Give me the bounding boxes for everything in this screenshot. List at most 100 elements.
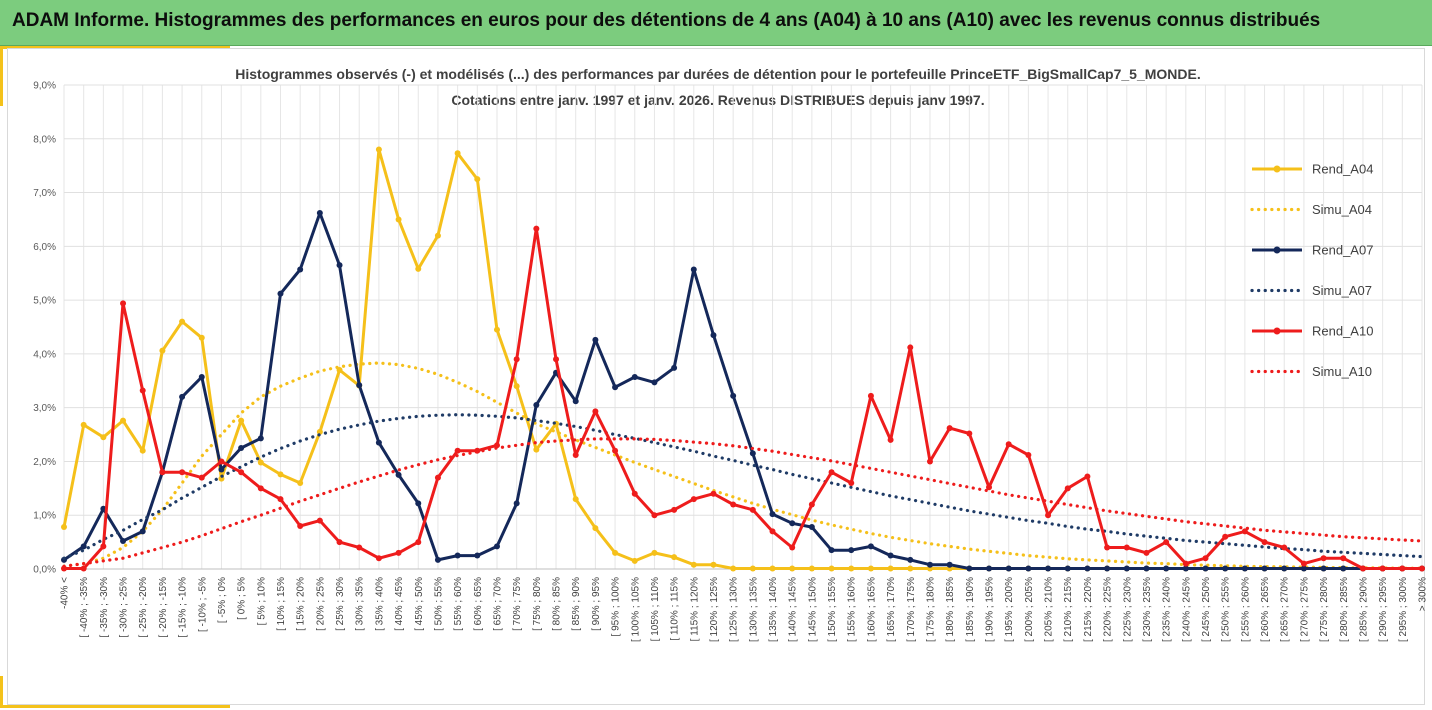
x-tick-label: [ 130% ; 135% bbox=[748, 577, 759, 642]
data-point-rend-a10 bbox=[218, 458, 225, 465]
data-point-rend-a10 bbox=[946, 425, 953, 432]
x-tick-label: [ -20% ; -15% bbox=[158, 577, 169, 638]
data-point-rend-a07 bbox=[828, 547, 835, 554]
x-tick-label: [ 185% ; 190% bbox=[965, 577, 976, 642]
x-tick-label: [ 175% ; 180% bbox=[925, 577, 936, 642]
data-point-rend-a10 bbox=[415, 539, 422, 546]
data-point-rend-a07 bbox=[257, 435, 264, 442]
x-tick-label: [ 70% ; 75% bbox=[512, 577, 523, 631]
data-point-rend-a10 bbox=[1340, 555, 1347, 562]
accent-line-left-bottom bbox=[0, 676, 3, 708]
data-point-rend-a10 bbox=[1045, 512, 1052, 519]
x-tick-label: [ 135% ; 140% bbox=[768, 577, 779, 642]
data-point-rend-a07 bbox=[1340, 565, 1347, 572]
data-point-rend-a07 bbox=[1222, 565, 1229, 572]
x-tick-label: [ 205% ; 210% bbox=[1044, 577, 1055, 642]
data-point-rend-a07 bbox=[1300, 565, 1307, 572]
data-point-rend-a07 bbox=[1104, 565, 1111, 572]
x-tick-label: [ -15% ; -10% bbox=[178, 577, 189, 638]
x-tick-label: [ 45% ; 50% bbox=[414, 577, 425, 631]
x-tick-label: [ 285% ; 290% bbox=[1358, 577, 1369, 642]
data-point-rend-a04 bbox=[808, 565, 815, 572]
data-point-rend-a10 bbox=[1104, 544, 1111, 551]
x-tick-label: [ 170% ; 175% bbox=[906, 577, 917, 642]
data-point-rend-a10 bbox=[1281, 544, 1288, 551]
x-tick-label: [ 195% ; 200% bbox=[1004, 577, 1015, 642]
x-tick-label: [ 55% ; 60% bbox=[453, 577, 464, 631]
y-tick-label: 1,0% bbox=[33, 511, 56, 522]
data-point-rend-a10 bbox=[179, 469, 186, 476]
data-point-rend-a04 bbox=[867, 565, 874, 572]
x-tick-label: [ 110% ; 115% bbox=[670, 577, 681, 641]
data-point-rend-a04 bbox=[61, 524, 67, 531]
x-tick-label: [ 95% ; 100% bbox=[611, 577, 622, 637]
y-tick-label: 0,0% bbox=[33, 565, 56, 576]
data-point-rend-a07 bbox=[474, 552, 481, 559]
data-point-rend-a07 bbox=[1123, 565, 1130, 572]
data-point-rend-a04 bbox=[848, 565, 855, 572]
data-point-rend-a04 bbox=[671, 554, 678, 561]
y-tick-label: 3,0% bbox=[33, 403, 56, 414]
x-tick-label: [ 280% ; 285% bbox=[1339, 577, 1350, 642]
data-point-rend-a10 bbox=[533, 225, 540, 232]
data-point-rend-a04 bbox=[297, 479, 304, 486]
data-point-rend-a07 bbox=[710, 332, 717, 339]
data-point-rend-a10 bbox=[1064, 485, 1071, 492]
data-point-rend-a10 bbox=[572, 451, 579, 458]
data-point-rend-a10 bbox=[1300, 560, 1307, 567]
legend-label: Simu_A07 bbox=[1312, 283, 1372, 298]
data-point-rend-a04 bbox=[749, 565, 756, 572]
data-point-rend-a07 bbox=[1045, 565, 1052, 572]
series-lines bbox=[61, 146, 1425, 572]
x-tick-label: [ 245% ; 250% bbox=[1201, 577, 1212, 642]
x-tick-label: [ 30% ; 35% bbox=[355, 577, 366, 631]
x-tick-label: [ 275% ; 280% bbox=[1319, 577, 1330, 642]
data-point-rend-a04 bbox=[179, 318, 186, 325]
data-point-rend-a10 bbox=[159, 469, 166, 476]
x-tick-label: [ 295% ; 300% bbox=[1398, 577, 1409, 642]
y-tick-label: 5,0% bbox=[33, 296, 56, 307]
data-point-rend-a10 bbox=[907, 344, 914, 351]
data-point-rend-a10 bbox=[120, 300, 127, 307]
data-point-rend-a10 bbox=[631, 490, 638, 497]
series-line-rend-a07 bbox=[63, 211, 1422, 570]
legend-marker bbox=[1273, 327, 1281, 335]
data-point-rend-a04 bbox=[100, 434, 107, 441]
x-tick-label: [ 265% ; 270% bbox=[1280, 577, 1291, 642]
data-point-rend-a10 bbox=[730, 501, 737, 508]
data-point-rend-a07 bbox=[120, 538, 127, 545]
data-point-rend-a10 bbox=[651, 512, 658, 519]
x-tick-label: [ -40% ; -35% bbox=[79, 577, 90, 638]
x-tick-label: [ 10% ; 15% bbox=[276, 577, 287, 631]
data-point-rend-a10 bbox=[1182, 560, 1189, 567]
data-point-rend-a10 bbox=[356, 544, 363, 551]
series-simu-a10 bbox=[62, 437, 1424, 568]
data-point-rend-a07 bbox=[316, 209, 323, 216]
banner-title: ADAM Informe. Histogrammes des performan… bbox=[12, 10, 1321, 31]
data-point-rend-a07 bbox=[749, 450, 756, 457]
data-point-rend-a07 bbox=[848, 547, 855, 554]
data-point-rend-a04 bbox=[789, 565, 796, 572]
x-tick-label: [ 100% ; 105% bbox=[630, 577, 641, 642]
data-point-rend-a10 bbox=[1379, 565, 1386, 572]
data-point-rend-a07 bbox=[1182, 565, 1189, 572]
x-tick-label: [ 180% ; 185% bbox=[945, 577, 956, 642]
data-point-rend-a10 bbox=[395, 549, 402, 556]
data-point-rend-a10 bbox=[789, 544, 796, 551]
legend-item-rend-a07: Rend_A07 bbox=[1252, 243, 1373, 258]
data-point-rend-a10 bbox=[1084, 473, 1091, 480]
legend-item-simu-a10: Simu_A10 bbox=[1250, 364, 1372, 379]
x-tick-label: [ 220% ; 225% bbox=[1103, 577, 1114, 642]
data-point-rend-a10 bbox=[80, 565, 87, 572]
data-point-rend-a07 bbox=[1005, 565, 1012, 572]
x-tick-label: -40% < bbox=[60, 577, 71, 609]
data-point-rend-a10 bbox=[375, 555, 382, 562]
x-tick-label: [ 0% ; 5% bbox=[237, 577, 248, 620]
data-point-rend-a07 bbox=[966, 565, 973, 572]
data-point-rend-a04 bbox=[828, 565, 835, 572]
x-tick-label: [ 90% ; 95% bbox=[591, 577, 602, 631]
data-point-rend-a04 bbox=[375, 146, 382, 153]
data-point-rend-a10 bbox=[592, 408, 599, 415]
data-point-rend-a07 bbox=[867, 543, 874, 550]
